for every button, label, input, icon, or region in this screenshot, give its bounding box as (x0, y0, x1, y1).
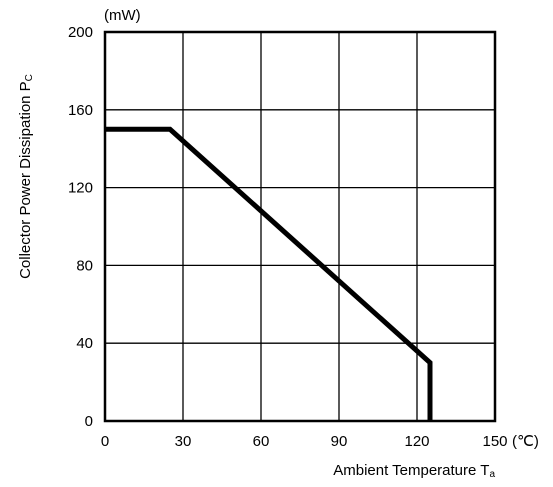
y-unit-label: (mW) (104, 7, 141, 24)
x-tick-label: 0 (101, 433, 109, 450)
y-axis-label-subscript: C (24, 74, 35, 81)
x-tick-label: 90 (331, 433, 348, 450)
power-dissipation-line (105, 126, 433, 421)
y-tick-label: 80 (76, 257, 93, 274)
y-tick-label: 200 (68, 24, 93, 41)
x-tick-label: 30 (175, 433, 192, 450)
x-tick-label: 60 (253, 433, 270, 450)
y-tick-labels: 0 40 80 120 160 200 (68, 24, 93, 430)
y-tick-label: 0 (85, 413, 93, 430)
y-tick-label: 160 (68, 102, 93, 119)
y-axis-label-main: Collector Power Dissipation P (17, 81, 34, 279)
x-tick-label: 150 (482, 433, 507, 450)
x-axis-label: Ambient Temperature Ta (333, 462, 495, 480)
x-tick-label: 120 (404, 433, 429, 450)
plot-frame (103, 30, 497, 423)
y-axis-label: Collector Power Dissipation PC (17, 74, 35, 279)
x-tick-labels: 0 30 60 90 120 150 (101, 433, 508, 450)
x-unit-label: (℃) (512, 433, 539, 450)
x-axis-label-subscript: a (489, 469, 495, 480)
x-axis-label-main: Ambient Temperature T (333, 462, 489, 479)
series-layer (105, 126, 433, 421)
y-tick-label: 40 (76, 335, 93, 352)
y-tick-label: 120 (68, 180, 93, 197)
grid-lines (105, 32, 495, 421)
